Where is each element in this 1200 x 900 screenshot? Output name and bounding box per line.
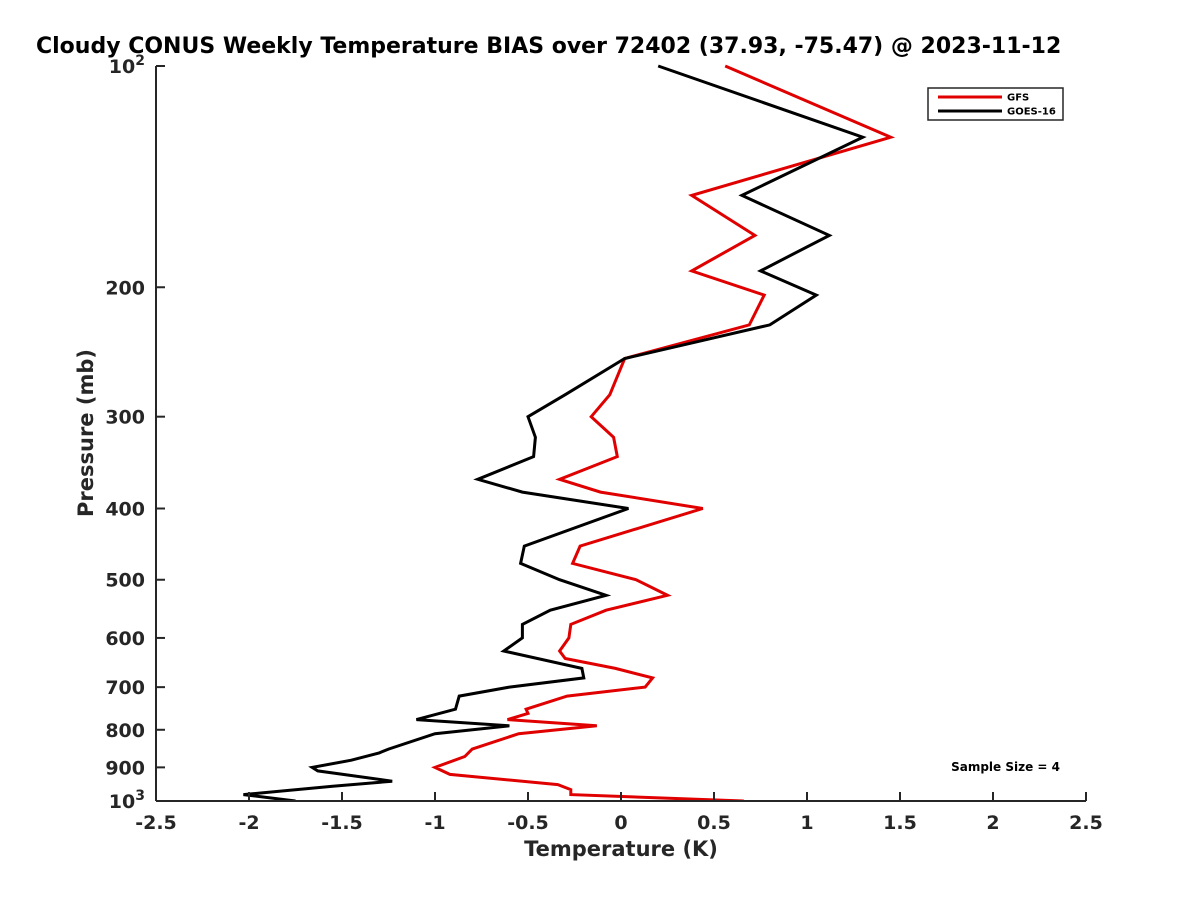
y-tick-label: 900	[105, 757, 145, 779]
x-tick-label: 2	[986, 812, 999, 834]
chart-title: Cloudy CONUS Weekly Temperature BIAS ove…	[36, 34, 1061, 59]
y-tick-label: 400	[105, 499, 145, 521]
x-tick-label: 2.5	[1069, 812, 1103, 834]
series-line-0	[431, 64, 896, 803]
x-axis-label: Temperature (K)	[524, 837, 718, 861]
y-tick-label: 103	[109, 788, 145, 813]
y-tick-label: 200	[105, 277, 145, 299]
y-tick-label: 102	[109, 53, 145, 78]
x-tick-label: 0.5	[697, 812, 731, 834]
x-tick-label: -1	[424, 812, 445, 834]
legend-box	[927, 87, 1064, 121]
legend-entry-label: GFS	[1007, 93, 1029, 104]
x-tick-label: -1.5	[321, 812, 363, 834]
legend: GFS GOES-16	[927, 87, 1064, 121]
x-tick-label: -2.5	[135, 812, 177, 834]
x-tick-label: -2	[238, 812, 259, 834]
y-tick-label: 300	[105, 407, 145, 429]
x-tick-label: 0	[614, 812, 627, 834]
x-tick-label: 1	[800, 812, 813, 834]
y-tick-label: 800	[105, 720, 145, 742]
x-tick-label: -0.5	[507, 812, 549, 834]
legend-entry-label: GOES-16	[1007, 107, 1056, 118]
x-axis-ticks: -2.5 -2 -1.5 -1 -0.5 0 0.5 1 1.5 2 2.5	[135, 792, 1103, 834]
series-lines	[243, 64, 896, 803]
y-tick-label: 700	[105, 677, 145, 699]
sample-size-annotation: Sample Size = 4	[951, 760, 1060, 774]
y-tick-label: 500	[105, 570, 145, 592]
y-tick-label: 600	[105, 628, 145, 650]
series-line-1	[243, 64, 867, 803]
x-tick-label: 1.5	[883, 812, 917, 834]
y-axis-label: Pressure (mb)	[74, 349, 98, 517]
y-axis-ticks: 102 200 300 400 500 600 700 800 900 103	[105, 53, 165, 813]
